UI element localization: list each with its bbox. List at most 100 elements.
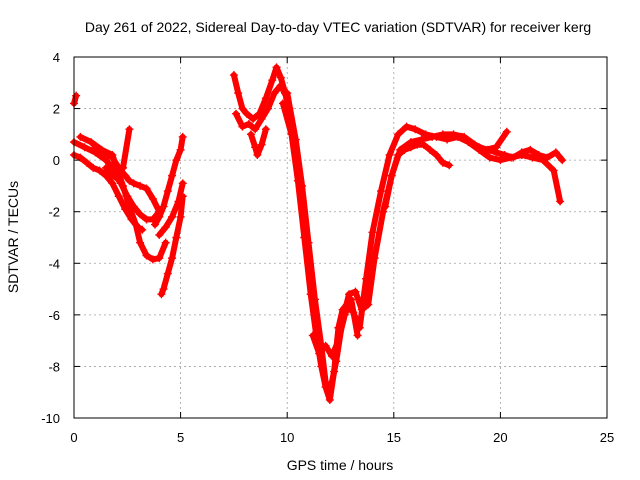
series-track-7 (151, 132, 187, 229)
data-point (406, 143, 415, 152)
data-point (308, 331, 317, 340)
y-tick-label: 2 (53, 102, 60, 117)
data-point (136, 238, 145, 247)
data-point (370, 254, 379, 263)
y-tick-label: 4 (53, 50, 60, 65)
data-point (526, 145, 535, 154)
data-point (419, 140, 428, 149)
data-point (438, 130, 447, 139)
y-tick-label: 0 (53, 153, 60, 168)
x-tick-label: 25 (600, 430, 614, 445)
data-point (411, 125, 420, 134)
data-point (101, 156, 110, 165)
data-point (517, 148, 526, 157)
ticks (73, 56, 608, 419)
data-point (168, 171, 177, 180)
data-point (148, 255, 157, 264)
data-point (357, 305, 366, 314)
data-point (125, 125, 134, 134)
data-point (176, 212, 185, 221)
data-point (163, 187, 172, 196)
data-point (268, 76, 277, 85)
data-point (121, 171, 130, 180)
data-point (155, 230, 164, 239)
x-tick-label: 20 (493, 430, 507, 445)
data-point (381, 202, 390, 211)
data-point (101, 171, 110, 180)
data-point (155, 254, 164, 263)
data-point (340, 310, 349, 319)
x-axis-label: GPS time / hours (287, 457, 394, 473)
data-point (475, 143, 484, 152)
data-point (178, 179, 187, 188)
x-tick-label: 0 (70, 430, 77, 445)
data-point (257, 140, 266, 149)
data-point (114, 192, 123, 201)
data-point (377, 187, 386, 196)
data-point (364, 300, 373, 309)
data-point (334, 336, 343, 345)
data-point (325, 395, 334, 404)
data-point (496, 156, 505, 165)
data-point (432, 150, 441, 159)
data-point (394, 130, 403, 139)
data-point (278, 99, 287, 108)
series-line (152, 133, 186, 228)
grid (74, 57, 607, 418)
data-point (238, 122, 247, 131)
data-point (108, 153, 117, 162)
data-point (509, 153, 518, 162)
series-track-17 (458, 132, 567, 165)
data-point (91, 143, 100, 152)
data-point (172, 156, 181, 165)
chart-title: Day 261 of 2022, Sidereal Day-to-day VTE… (85, 19, 591, 35)
data-point (558, 156, 567, 165)
series-track-9 (155, 179, 187, 239)
data-point (283, 89, 292, 98)
data-point (426, 145, 435, 154)
data-point (159, 202, 168, 211)
data-point (534, 150, 543, 159)
data-point (116, 179, 125, 188)
data-point (449, 130, 458, 139)
data-point (304, 238, 313, 247)
data-point (129, 202, 138, 211)
data-point (87, 138, 96, 147)
data-point (99, 148, 108, 157)
data-point (249, 114, 258, 123)
data-point (327, 352, 336, 361)
data-point (163, 269, 172, 278)
data-point (106, 169, 115, 178)
y-tick-label: -2 (48, 205, 60, 220)
data-point (353, 331, 362, 340)
y-tick-labels: -10 -8 -6 -4 -2 0 2 4 (41, 50, 60, 426)
y-tick-label: -4 (48, 256, 60, 271)
data-point (310, 295, 319, 304)
data-point (95, 166, 104, 175)
data-point (178, 132, 187, 141)
data-point (528, 153, 537, 162)
series-track-11 (232, 81, 292, 134)
data-point (379, 207, 388, 216)
data-point (136, 181, 145, 190)
data-point (142, 251, 151, 260)
data-point (125, 176, 134, 185)
data-point (159, 285, 168, 294)
data-point (112, 174, 121, 183)
data-point (291, 135, 300, 144)
data-point (321, 377, 330, 386)
data-point (394, 150, 403, 159)
data-point (492, 148, 501, 157)
series-line (248, 126, 269, 158)
y-tick-label: -6 (48, 308, 60, 323)
data-point (543, 153, 552, 162)
data-point (229, 71, 238, 80)
data-point (332, 357, 341, 366)
x-tick-labels: 0 5 10 15 20 25 (70, 430, 614, 445)
data-point (251, 143, 260, 152)
data-point (276, 81, 285, 90)
y-tick-label: -8 (48, 359, 60, 374)
data-point (483, 145, 492, 154)
data-point (108, 179, 117, 188)
x-tick-label: 10 (280, 430, 294, 445)
